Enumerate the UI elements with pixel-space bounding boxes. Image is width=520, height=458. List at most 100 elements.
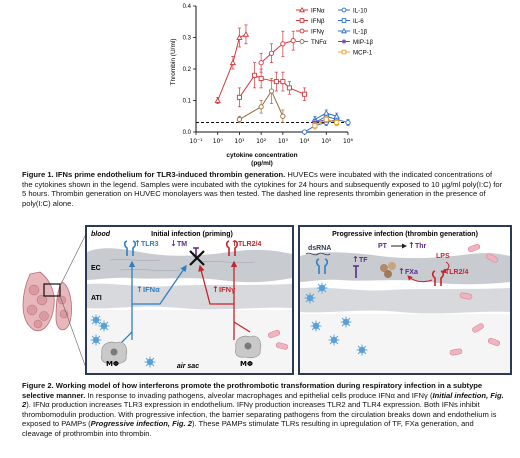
series-1-legend-label: IFNβ <box>311 18 325 25</box>
x-tick-label: 10⁰ <box>213 138 224 145</box>
x-tick-label: 10⁶ <box>343 138 354 145</box>
series-1-point <box>258 75 264 81</box>
series-1-point <box>280 79 286 85</box>
series-8-point <box>323 116 329 122</box>
macrophage-right-label: MΦ <box>240 360 253 368</box>
series-8-legend-marker <box>341 49 347 55</box>
ifng-label: IFNγ <box>219 285 236 294</box>
tf-label: TF <box>359 257 368 264</box>
series-3-legend-label: TNFα <box>311 39 327 46</box>
macrophage-left-label: MΦ <box>106 360 119 368</box>
tm-down-arrow: ↓ <box>170 239 177 248</box>
series-6-legend-label: IL-1β <box>353 28 368 35</box>
series-2-line <box>260 40 294 64</box>
thrombin-chart: 0.0 0.1 0.2 0.3 0.4 10⁻¹ 10⁰ 10¹ 10² 10³ 10⁴ 10⁵ 10⁶… <box>170 4 374 167</box>
series-1-legend-marker <box>299 18 305 23</box>
x-axis-unit: (pg/ml) <box>251 160 273 167</box>
y-axis-label: Thrombin (U/ml) <box>170 39 177 86</box>
label-ec: EC <box>91 265 101 272</box>
x-tick-label: 10³ <box>278 138 289 145</box>
label-air-sac: air sac <box>177 363 199 370</box>
series-4-legend-label: IL-10 <box>353 7 368 14</box>
tlr24-receptor-icon <box>225 240 239 256</box>
series-0-line <box>217 33 247 101</box>
series-0-point <box>242 31 250 37</box>
y-tick-label: 0.2 <box>183 67 192 73</box>
x-axis-label: cytokine concentration <box>226 152 297 159</box>
panel-progressive-infection: Progressive infection (thrombin generati… <box>298 225 512 375</box>
panel-right-title: Progressive infection (thrombin generati… <box>332 231 478 238</box>
plot-area: 0.0 0.1 0.2 0.3 0.4 10⁻¹ 10⁰ 10¹ 10² 10³ 10⁴ 10⁵ 10⁶ <box>183 4 354 145</box>
series-4-point <box>301 129 308 135</box>
series-0-point <box>229 59 237 66</box>
series-6-legend-marker <box>341 27 347 34</box>
series-2-legend-marker <box>299 28 305 34</box>
thr-label: Thr <box>415 243 427 250</box>
series-0-legend-marker <box>299 6 305 13</box>
tlr3-label: TLR3 <box>141 241 159 248</box>
macrophage-right-icon <box>234 335 262 359</box>
panel-initial-infection: blood Initial infection (priming) EC ATI… <box>85 225 294 375</box>
figure2-caption-body-2: ). IFNα production increases TLR3 expres… <box>22 400 497 429</box>
series-0-point <box>214 97 221 103</box>
tlr3-up-arrow: ↑ <box>134 239 141 248</box>
series-3-point <box>236 116 243 123</box>
x-tick-label: 10² <box>256 138 267 145</box>
series-4-legend-marker <box>341 7 347 13</box>
series-8-point <box>312 123 318 129</box>
label-ati: ATI <box>91 295 102 302</box>
ifng-arrows <box>198 260 251 340</box>
series-1-point <box>302 91 308 97</box>
tm-label: TM <box>177 241 187 248</box>
y-tick-label: 0.1 <box>183 99 192 105</box>
series-1-point <box>273 79 279 85</box>
x-tick-label: 10⁴ <box>300 138 311 145</box>
series-6-point <box>333 112 340 119</box>
y-tick-label: 0.3 <box>183 36 192 42</box>
dsrna-label: dsRNA <box>308 245 331 252</box>
figure2-caption-body-3: ). These PAMPs stimulate TLRs resulting … <box>22 419 474 438</box>
figure2-caption-emphasis-1: Initial infection, Fig. 2 <box>22 390 504 410</box>
tlr24-label: TLR2/4 <box>238 241 261 248</box>
series-3-point <box>280 113 286 119</box>
lung-illustration <box>22 233 87 369</box>
y-tick-label: 0.4 <box>183 4 192 10</box>
series-0-point <box>236 34 243 40</box>
fxa-label: FXa <box>405 269 418 276</box>
chart-legend: IFNα IFNβ IFNγ TNFα IL-10 IL-6 IL-1β MIP-1β MCP-… <box>296 6 374 56</box>
x-tick-label: 10⁻¹ <box>189 138 203 145</box>
label-blood: blood <box>91 231 111 238</box>
series-2-point <box>268 50 275 56</box>
series-3-point <box>258 104 264 110</box>
panel-left-title: Initial infection (priming) <box>151 231 233 238</box>
series-2-point <box>280 41 286 47</box>
pt-label: PT <box>378 243 388 250</box>
figure2-caption-title: Figure 2. Working model of how interfero… <box>22 381 483 400</box>
series-3-point <box>268 88 275 94</box>
figure2-caption-emphasis-2: Progressive infection, Fig. 2 <box>90 419 192 429</box>
figure1-caption: Figure 1. IFNs prime endothelium for TLR… <box>22 170 504 208</box>
ifna-label: IFNα <box>143 285 160 294</box>
x-tick-label: 10¹ <box>234 138 245 145</box>
series-4-point <box>345 119 351 126</box>
working-model-diagram: blood Initial infection (priming) EC ATI… <box>22 225 512 375</box>
inhibition-cross-icon <box>189 250 205 266</box>
tlr3-receptor-icon <box>123 240 137 256</box>
series-1-point <box>252 72 258 78</box>
series-2-point <box>258 60 264 66</box>
dsrna-strand-icon <box>305 252 331 256</box>
series-5-legend-label: IL-6 <box>353 18 364 25</box>
thr-up-arrow: ↑ <box>408 241 415 250</box>
series-2-legend-label: IFNγ <box>311 28 325 35</box>
series-1-point <box>236 94 242 100</box>
figure2-caption-body-1: In response to invading pathogens, alveo… <box>85 390 433 400</box>
series-7-legend-marker <box>341 39 347 44</box>
tlr-to-fxa-arrow <box>407 275 433 283</box>
series-7-legend-label: MIP-1β <box>353 39 374 46</box>
tf-up-arrow: ↑ <box>352 255 359 264</box>
series-2-point <box>290 38 296 44</box>
tlr3-receptor-right-icon <box>315 258 329 274</box>
figure2-caption: Figure 2. Working model of how interfero… <box>22 381 504 439</box>
series-1-point <box>286 85 292 91</box>
series-0-legend-label: IFNα <box>311 7 325 14</box>
